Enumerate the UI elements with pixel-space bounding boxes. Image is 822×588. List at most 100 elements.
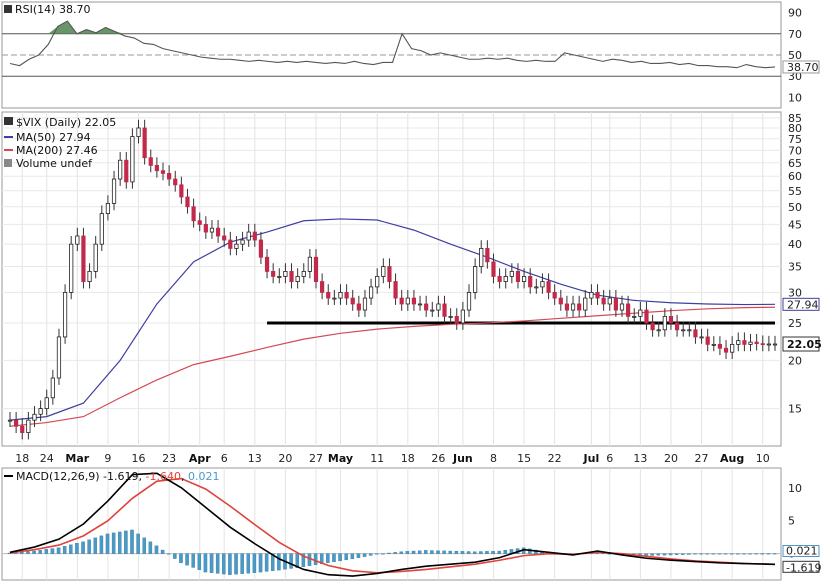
candle <box>417 303 423 306</box>
candle <box>534 286 539 289</box>
candle <box>222 235 227 241</box>
candle <box>203 224 208 233</box>
candle <box>552 291 557 299</box>
rsi-tick-label: 50 <box>788 49 802 62</box>
macd-hist-bar <box>760 553 765 555</box>
macd-hist-bar <box>148 541 153 554</box>
price-last-value-box <box>782 336 820 352</box>
candle <box>632 315 637 318</box>
macd-hist-bar <box>38 550 42 554</box>
price-tick-label: 80 <box>788 122 802 135</box>
candle <box>320 281 325 293</box>
macd-hist-bar <box>228 553 232 575</box>
candle <box>185 196 190 208</box>
price-tick-label: 30 <box>788 286 802 299</box>
price-tick-label: 55 <box>788 185 802 198</box>
candle <box>246 231 251 241</box>
macd-hist-bar <box>111 532 116 554</box>
rsi-line <box>9 20 776 69</box>
macd-hist-bar <box>748 553 752 555</box>
macd-hist-bar <box>136 533 140 554</box>
candle <box>570 303 576 311</box>
macd-legend-signal: -1.640 <box>146 470 181 483</box>
candle <box>668 315 674 324</box>
macd-hist-bar <box>307 553 312 566</box>
candle <box>338 291 343 299</box>
price-tick-label: 85 <box>788 112 802 125</box>
candle <box>38 408 43 415</box>
macd-hist-bar <box>81 541 85 554</box>
price-tick-label: 15 <box>788 403 802 416</box>
macd-hist-bar <box>44 549 49 554</box>
x-tick-label: 16 <box>132 452 146 465</box>
candle <box>240 239 245 245</box>
macd-hist-bar <box>497 550 501 554</box>
x-tick-label: 6 <box>606 452 613 465</box>
ma-line-0 <box>9 218 776 421</box>
volume-legend: Volume undef <box>16 157 93 170</box>
macd-hist-bar <box>417 550 422 554</box>
x-tick-label: 18 <box>15 452 29 465</box>
candle <box>619 303 625 311</box>
candle <box>375 276 380 288</box>
candle <box>687 329 692 332</box>
candle <box>766 343 771 346</box>
macd-legend-macd: -1.619 <box>103 470 138 483</box>
macd-hist-bar <box>295 553 299 568</box>
price-tick-label: 20 <box>788 354 802 367</box>
macd-hist-bar <box>368 553 373 556</box>
candle <box>344 291 349 299</box>
candle <box>448 315 453 318</box>
x-tick-label: Jun <box>452 452 473 465</box>
candle <box>699 336 704 339</box>
macd-hist-bar <box>668 553 673 556</box>
macd-hist-bar <box>203 553 208 573</box>
macd-hist-bar <box>160 549 165 554</box>
macd-hist-bar <box>674 553 679 555</box>
macd-hist-bar <box>87 539 91 554</box>
candle <box>307 256 312 272</box>
macd-hist-bar <box>124 530 128 554</box>
candle <box>167 173 172 180</box>
candle <box>173 178 178 186</box>
candle <box>118 159 123 180</box>
macd-hist-bar <box>93 537 98 554</box>
macd-hist-bar <box>448 550 452 554</box>
macd-hist-bar <box>277 553 281 571</box>
candle <box>742 340 747 345</box>
candle <box>717 343 723 349</box>
x-tick-label: 6 <box>221 452 228 465</box>
candle <box>595 291 600 299</box>
candle <box>62 291 68 338</box>
x-tick-label: 11 <box>370 452 384 465</box>
candle <box>271 271 276 277</box>
candle <box>509 271 514 277</box>
candle <box>295 276 300 282</box>
candle <box>252 231 257 241</box>
macd-hist-bar <box>479 551 483 554</box>
candle <box>381 266 386 277</box>
candle <box>424 303 429 311</box>
macd-hist-bar <box>338 553 342 562</box>
candle <box>228 239 233 249</box>
volume-legend-icon <box>4 159 12 167</box>
candle <box>748 341 753 345</box>
macd-hist-bar <box>191 553 195 568</box>
candle <box>105 203 111 215</box>
macd-hist-bar <box>313 553 318 565</box>
price-tick-label: 40 <box>788 238 802 251</box>
candle <box>130 136 135 183</box>
candle <box>497 276 502 282</box>
candle <box>111 178 117 204</box>
macd-tick-label: 10 <box>788 482 802 495</box>
candle <box>160 170 166 174</box>
candle <box>56 336 62 379</box>
candle <box>485 248 490 263</box>
candle <box>332 297 337 300</box>
macd-hist-bar <box>693 553 697 555</box>
candle <box>607 297 612 305</box>
candle <box>264 256 270 272</box>
candle <box>613 297 618 311</box>
